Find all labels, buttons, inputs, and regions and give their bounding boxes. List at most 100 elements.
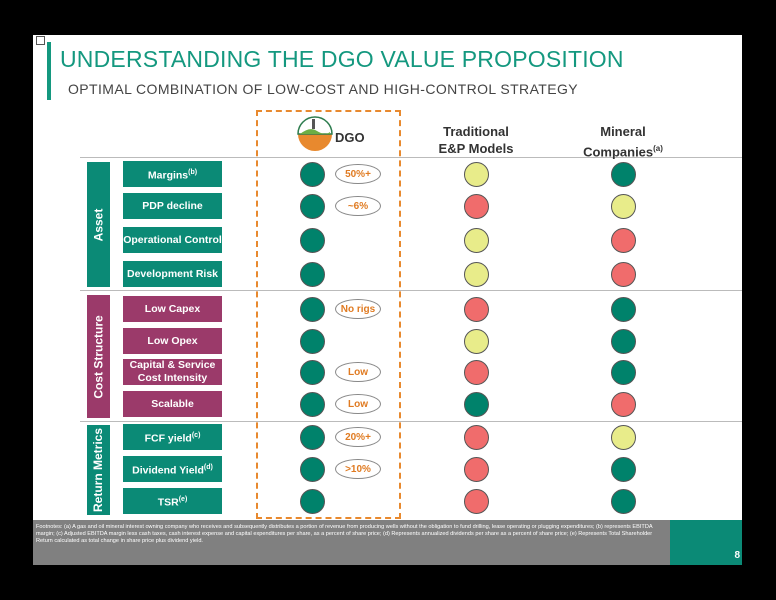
- rating-circle: [299, 296, 325, 322]
- row-label: PDP decline: [123, 193, 222, 219]
- badge: Low: [335, 394, 381, 414]
- row-label-text: TSR(e): [158, 493, 188, 510]
- row-label: Scalable: [123, 391, 222, 417]
- badge-text: Low: [348, 398, 368, 410]
- rating-circle: [610, 328, 636, 354]
- rating-circle: [299, 227, 325, 253]
- rating-circle: [610, 296, 636, 322]
- column-header: Traditional E&P Models: [432, 123, 520, 157]
- badge: Low: [335, 362, 381, 382]
- corner-box: [36, 36, 45, 45]
- rating-circle: [299, 424, 325, 450]
- rating-circle: [463, 296, 489, 322]
- row-label-text: Low Opex: [147, 335, 197, 348]
- rating-circle: [299, 161, 325, 187]
- row-label-main: TSR: [157, 496, 179, 509]
- accent-bar: [47, 42, 51, 100]
- badge: >10%: [335, 459, 381, 479]
- group-label-text: Asset: [91, 208, 106, 241]
- row-label-text: Capital & Service Cost Intensity: [123, 359, 222, 385]
- rating-circle: [463, 328, 489, 354]
- row-label-main: Dividend Yield: [132, 464, 204, 477]
- badge-text: No rigs: [340, 303, 376, 315]
- group-label-text: Return Metrics: [91, 427, 106, 513]
- row-label-main: Low Opex: [147, 334, 198, 347]
- title: UNDERSTANDING THE DGO VALUE PROPOSITION: [60, 46, 624, 72]
- separator: [80, 290, 742, 291]
- row-label-main: Scalable: [151, 397, 194, 410]
- dgo-logo: [297, 116, 333, 151]
- rating-circle: [610, 193, 636, 219]
- badge-text: 20%+: [345, 431, 371, 443]
- dgo-highlight: [256, 110, 401, 519]
- row-label-main: Low Capex: [144, 302, 201, 315]
- badge-text: ~6%: [347, 200, 369, 212]
- row-label-text: FCF yield(c): [145, 429, 201, 446]
- rating-circle: [463, 424, 489, 450]
- column-header-text: Mineral Companies: [583, 124, 654, 160]
- rating-circle: [299, 261, 325, 287]
- column-header-text: DGO: [335, 130, 365, 145]
- rating-circle: [299, 193, 325, 219]
- rating-circle: [610, 391, 636, 417]
- row-label-text: Dividend Yield(d): [132, 461, 213, 478]
- column-header-text: Traditional E&P Models: [438, 124, 514, 156]
- badge: No rigs: [335, 299, 381, 319]
- rating-circle: [299, 391, 325, 417]
- row-label: Dividend Yield(d): [123, 456, 222, 482]
- footnote: Footnotes: (a) A gas and oil mineral int…: [33, 520, 670, 565]
- rating-circle: [463, 456, 489, 482]
- badge-text: >10%: [345, 463, 371, 475]
- group-label: Cost Structure: [87, 295, 110, 418]
- row-label-text: Development Risk: [127, 268, 218, 281]
- row-label-main: Margins: [147, 169, 189, 182]
- rating-circle: [463, 359, 489, 385]
- row-label-main: Development Risk: [126, 267, 219, 280]
- badge: ~6%: [335, 196, 381, 216]
- rating-circle: [610, 456, 636, 482]
- row-label: FCF yield(c): [123, 424, 222, 450]
- rating-circle: [610, 488, 636, 514]
- badge-text: Low: [348, 366, 368, 378]
- rating-circle: [299, 328, 325, 354]
- row-label: Operational Control: [123, 227, 222, 253]
- subtitle: OPTIMAL COMBINATION OF LOW-COST AND HIGH…: [68, 81, 578, 97]
- row-label-main: PDP decline: [142, 199, 203, 212]
- rating-circle: [299, 488, 325, 514]
- row-label-main: Operational Control: [123, 233, 222, 246]
- page-number: 8: [734, 550, 740, 561]
- column-header: Mineral Companies(a): [583, 123, 663, 160]
- group-label: Return Metrics: [87, 425, 110, 515]
- superscript: (a): [653, 144, 663, 153]
- row-label: Low Capex: [123, 296, 222, 322]
- rating-circle: [299, 359, 325, 385]
- rating-circle: [463, 488, 489, 514]
- superscript: (c): [191, 431, 201, 439]
- rating-circle: [463, 391, 489, 417]
- row-label-text: Margins(b): [148, 166, 197, 183]
- rating-circle: [610, 227, 636, 253]
- group-label-text: Cost Structure: [91, 314, 106, 399]
- group-label: Asset: [87, 162, 110, 287]
- separator: [80, 421, 742, 422]
- rating-circle: [299, 456, 325, 482]
- row-label: TSR(e): [123, 488, 222, 514]
- row-label: Capital & Service Cost Intensity: [123, 359, 222, 385]
- superscript: (d): [203, 463, 213, 471]
- superscript: (b): [188, 168, 198, 176]
- superscript: (e): [178, 495, 188, 503]
- rating-circle: [610, 424, 636, 450]
- row-label: Development Risk: [123, 261, 222, 287]
- row-label-main: Capital & Service Cost Intensity: [129, 359, 216, 384]
- rating-circle: [463, 161, 489, 187]
- rating-circle: [610, 161, 636, 187]
- row-label-text: Operational Control: [123, 234, 222, 247]
- badge-text: 50%+: [345, 168, 371, 180]
- page-box: [670, 520, 742, 565]
- separator: [80, 157, 742, 158]
- row-label-main: FCF yield: [144, 432, 192, 445]
- rating-circle: [463, 261, 489, 287]
- row-label-text: Low Capex: [145, 303, 200, 316]
- row-label: Low Opex: [123, 328, 222, 354]
